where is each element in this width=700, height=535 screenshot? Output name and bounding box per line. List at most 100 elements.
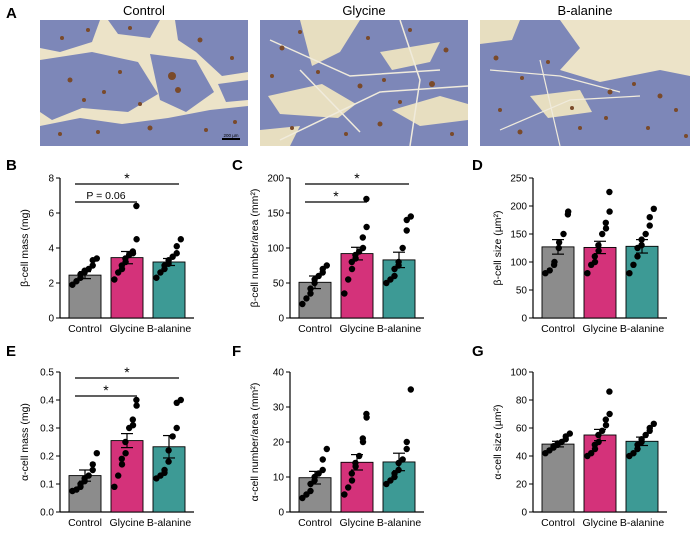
data-point <box>341 290 348 297</box>
data-point <box>634 253 641 260</box>
data-point <box>584 270 591 277</box>
panel-letter-e: E <box>6 343 16 360</box>
panel-letter-g: G <box>472 343 484 360</box>
data-point <box>602 219 609 226</box>
data-point <box>89 466 96 474</box>
data-point <box>307 290 314 297</box>
y-axis-label: β-cell size (µm²) <box>492 210 504 285</box>
y-tick-label: 0.3 <box>40 424 54 435</box>
data-point <box>359 244 367 252</box>
significance-label: * <box>333 188 339 204</box>
y-tick-label: 50 <box>516 286 528 297</box>
panel-letter-a: A <box>6 5 17 22</box>
category-label-glycine: Glycine <box>339 323 374 335</box>
y-tick-label: 20 <box>516 480 528 491</box>
y-tick-label: 60 <box>516 424 528 435</box>
y-tick-label: 150 <box>267 209 284 220</box>
y-tick-label: 0.4 <box>40 396 54 407</box>
panel-letter-d: D <box>472 157 483 174</box>
data-point <box>133 402 140 409</box>
data-point <box>566 430 573 437</box>
data-point <box>395 258 402 266</box>
y-tick-label: 80 <box>516 396 528 407</box>
data-point <box>118 461 126 468</box>
y-tick-label: 6 <box>48 209 54 220</box>
bar-b-alanine <box>152 261 186 319</box>
data-point <box>115 472 122 479</box>
panel-letter-f: F <box>232 343 241 360</box>
data-point <box>565 208 572 215</box>
data-point <box>129 248 136 255</box>
data-point <box>299 300 306 308</box>
significance-label: * <box>124 364 130 380</box>
data-point <box>363 223 370 231</box>
data-point <box>93 255 101 262</box>
y-tick-label: 0.0 <box>40 508 54 519</box>
data-point <box>646 222 653 229</box>
panel-letter-b: B <box>6 157 17 174</box>
y-tick-label: 200 <box>510 202 527 213</box>
micrograph-title-b-alanine: B-alanine <box>558 3 613 18</box>
y-axis-label: β-cell number/area (mm²) <box>249 189 261 308</box>
y-tick-label: 0 <box>278 508 284 519</box>
data-point <box>638 436 645 443</box>
data-point <box>111 483 118 490</box>
data-point <box>555 244 562 252</box>
data-point <box>363 410 370 418</box>
data-point <box>395 466 402 474</box>
y-tick-label: 10 <box>273 473 285 484</box>
data-point <box>588 450 595 457</box>
data-point <box>133 396 140 404</box>
y-tick-label: 100 <box>510 368 527 379</box>
chart-panel-b: B 0 2 4 6 8 β-cell mass (mg) Control Glycine B-al… <box>6 157 194 335</box>
data-point <box>85 472 92 479</box>
y-tick-label: 150 <box>510 230 527 241</box>
data-point <box>646 214 653 221</box>
data-point <box>403 227 410 234</box>
y-tick-label: 0 <box>521 314 527 325</box>
significance-label: * <box>124 170 130 186</box>
y-tick-label: 50 <box>273 279 285 290</box>
data-point <box>303 295 310 302</box>
y-tick-label: 100 <box>510 258 527 269</box>
chart-panel-f: F 0 10 20 30 40 α-cell number/area (mm²) Contro… <box>232 343 424 529</box>
category-label-b-alanine: B-alanine <box>147 323 192 335</box>
data-point <box>595 438 602 446</box>
data-point <box>118 455 126 462</box>
data-point <box>352 459 359 467</box>
bar-glycine <box>583 246 617 319</box>
data-point <box>348 477 356 484</box>
data-point <box>359 435 366 442</box>
data-point <box>407 213 414 220</box>
data-point <box>606 208 613 215</box>
data-point <box>345 276 352 283</box>
y-tick-label: 8 <box>48 174 54 185</box>
data-point <box>638 242 645 249</box>
bar-glycine <box>110 257 144 319</box>
significance-label: * <box>103 382 109 398</box>
data-point <box>129 416 136 423</box>
data-point <box>319 466 326 474</box>
data-point <box>153 274 160 281</box>
y-tick-label: 0.5 <box>40 368 54 379</box>
data-point <box>111 276 118 283</box>
data-point <box>606 388 613 395</box>
data-point <box>348 265 356 273</box>
data-point <box>591 258 599 266</box>
y-tick-label: 20 <box>273 438 285 449</box>
micrograph-control <box>40 20 248 146</box>
data-point <box>591 253 598 260</box>
category-label-glycine: Glycine <box>582 323 617 335</box>
y-tick-label: 0 <box>48 314 54 325</box>
data-point <box>323 262 330 269</box>
y-tick-label: 100 <box>267 244 284 255</box>
y-axis-label: α-cell size (µm²) <box>492 404 504 479</box>
category-label-b-alanine: B-alanine <box>620 517 665 529</box>
y-tick-label: 0 <box>521 508 527 519</box>
bar-b-alanine <box>382 259 416 319</box>
category-label-b-alanine: B-alanine <box>377 323 422 335</box>
data-point <box>595 431 602 439</box>
chart-panel-c: C 0 50 100 150 200 β-cell number/area (mm²) Con… <box>232 157 424 335</box>
data-point <box>626 270 633 277</box>
